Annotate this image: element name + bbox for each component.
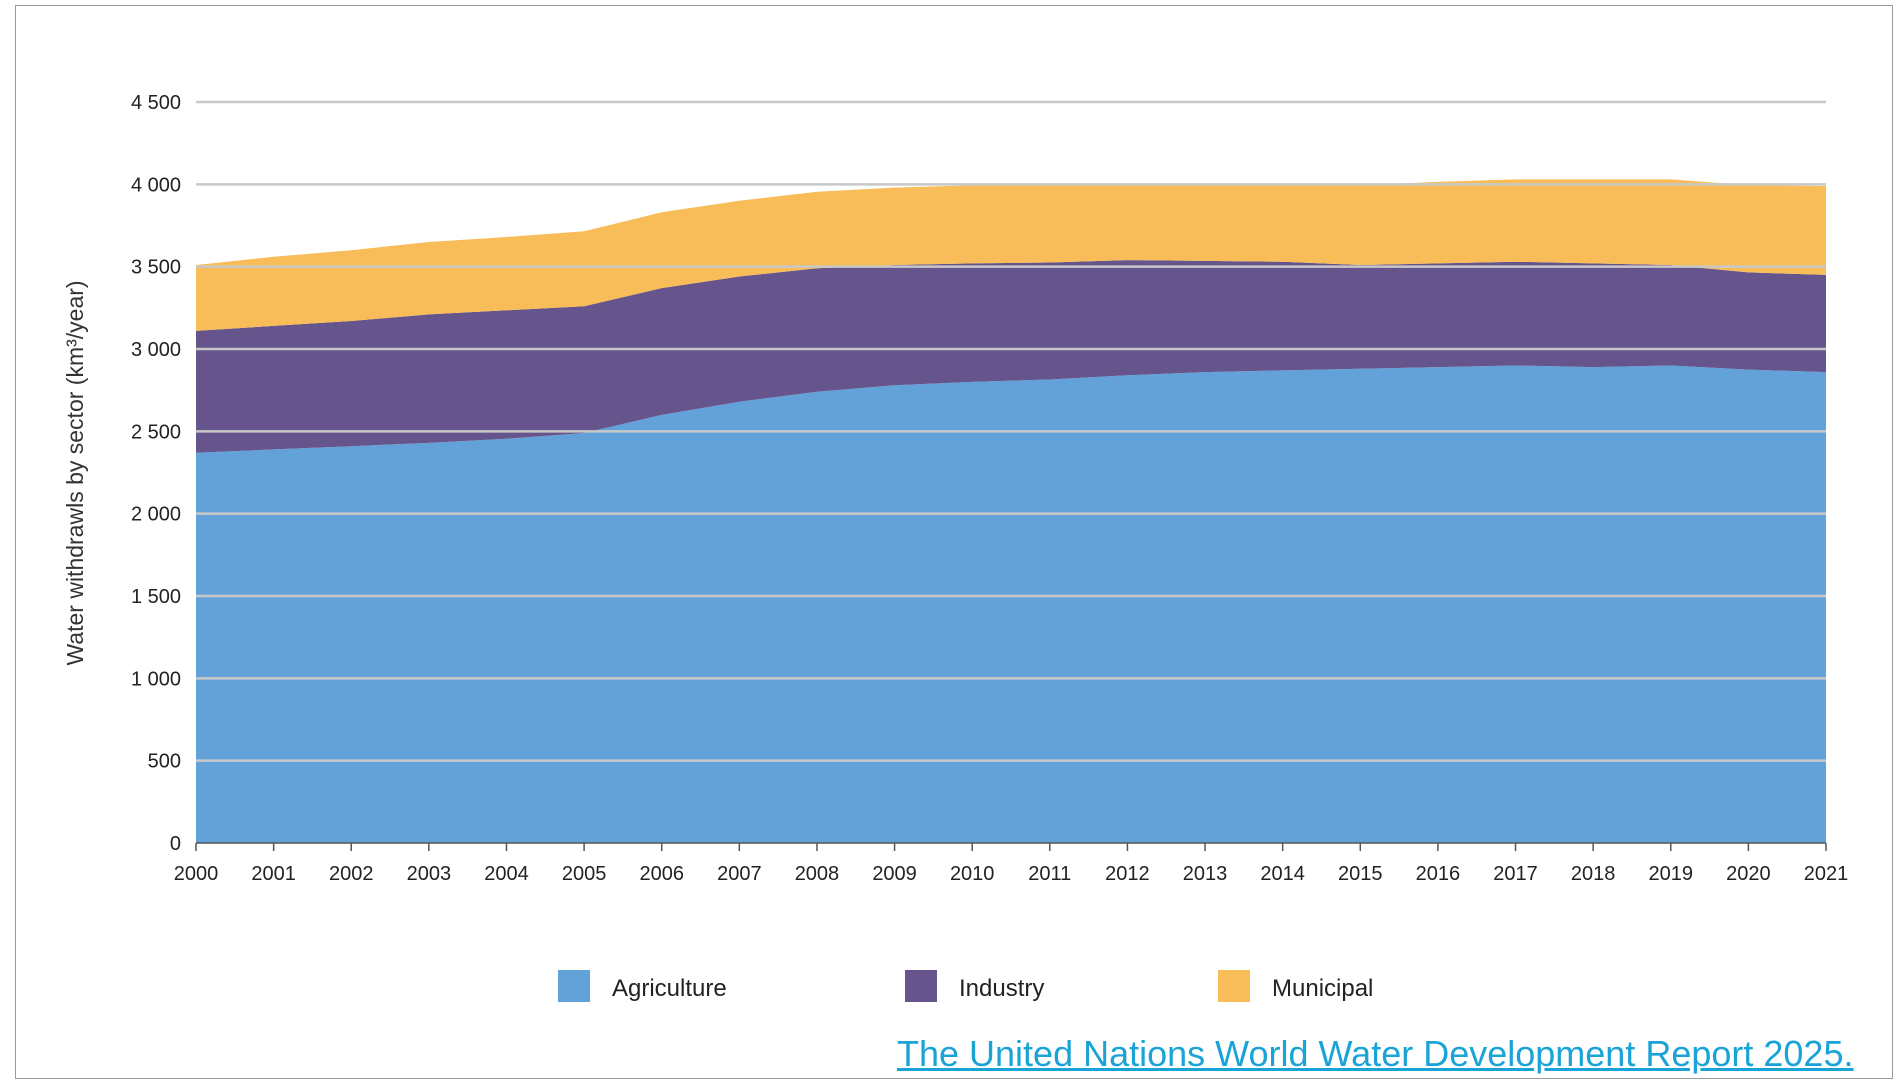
legend-swatch-agriculture bbox=[558, 970, 590, 1002]
legend-label-industry: Industry bbox=[959, 975, 1044, 1002]
y-tick-label: 4 500 bbox=[131, 92, 181, 114]
y-tick-label: 3 000 bbox=[131, 339, 181, 361]
x-tick-label: 2005 bbox=[562, 863, 607, 885]
x-tick-label: 2002 bbox=[329, 863, 374, 885]
legend: Agriculture Industry Municipal bbox=[558, 970, 1373, 1002]
y-axis-label: Water withdrawls by sector (km³/year) bbox=[62, 280, 88, 665]
x-tick-label: 2019 bbox=[1649, 863, 1694, 885]
x-tick-label: 2004 bbox=[484, 863, 529, 885]
y-tick-label: 3 500 bbox=[131, 257, 181, 279]
x-tick-label: 2007 bbox=[717, 863, 762, 885]
legend-swatch-industry bbox=[905, 970, 937, 1002]
x-tick-label: 2021 bbox=[1804, 863, 1849, 885]
x-tick-label: 2015 bbox=[1338, 863, 1383, 885]
x-tick-label: 2006 bbox=[639, 863, 684, 885]
area-industry bbox=[196, 260, 1826, 453]
y-tick-label: 500 bbox=[148, 751, 181, 773]
x-tick-label: 2010 bbox=[950, 863, 995, 885]
legend-swatch-municipal bbox=[1218, 970, 1250, 1002]
source-link[interactable]: The United Nations World Water Developme… bbox=[897, 1033, 1854, 1074]
x-tick-label: 2003 bbox=[407, 863, 452, 885]
y-tick-label: 1 500 bbox=[131, 586, 181, 608]
area-municipal bbox=[196, 179, 1826, 331]
x-tick-label: 2016 bbox=[1416, 863, 1461, 885]
chart-frame bbox=[15, 5, 1893, 1079]
y-tick-label: 2 500 bbox=[131, 421, 181, 443]
chart-gridlines bbox=[196, 100, 1826, 762]
x-tick-label: 2020 bbox=[1726, 863, 1771, 885]
x-tick-label: 2000 bbox=[174, 863, 219, 885]
x-tick-label: 2013 bbox=[1183, 863, 1228, 885]
chart-areas bbox=[196, 179, 1826, 843]
x-tick-label: 2009 bbox=[872, 863, 917, 885]
y-tick-label: 2 000 bbox=[131, 504, 181, 526]
x-tick-label: 2011 bbox=[1028, 863, 1071, 885]
y-axis-ticks: 0 500 1 000 1 500 2 000 2 500 3 000 3 500 4 000 4… bbox=[131, 92, 181, 855]
x-tick-label: 2018 bbox=[1571, 863, 1616, 885]
x-tick-label: 2012 bbox=[1105, 863, 1150, 885]
x-tick-label: 2017 bbox=[1493, 863, 1538, 885]
legend-label-municipal: Municipal bbox=[1272, 975, 1373, 1002]
y-tick-label: 1 000 bbox=[131, 668, 181, 690]
x-tick-label: 2001 bbox=[251, 863, 296, 885]
y-tick-label: 0 bbox=[170, 833, 181, 855]
x-tick-label: 2008 bbox=[795, 863, 840, 885]
area-agriculture bbox=[196, 365, 1826, 843]
legend-label-agriculture: Agriculture bbox=[612, 975, 727, 1002]
x-axis-ticks: 2000 2001 2002 2003 2004 2005 2006 2007 2008 2009… bbox=[174, 843, 1849, 885]
y-tick-label: 4 000 bbox=[131, 174, 181, 196]
x-tick-label: 2014 bbox=[1260, 863, 1305, 885]
